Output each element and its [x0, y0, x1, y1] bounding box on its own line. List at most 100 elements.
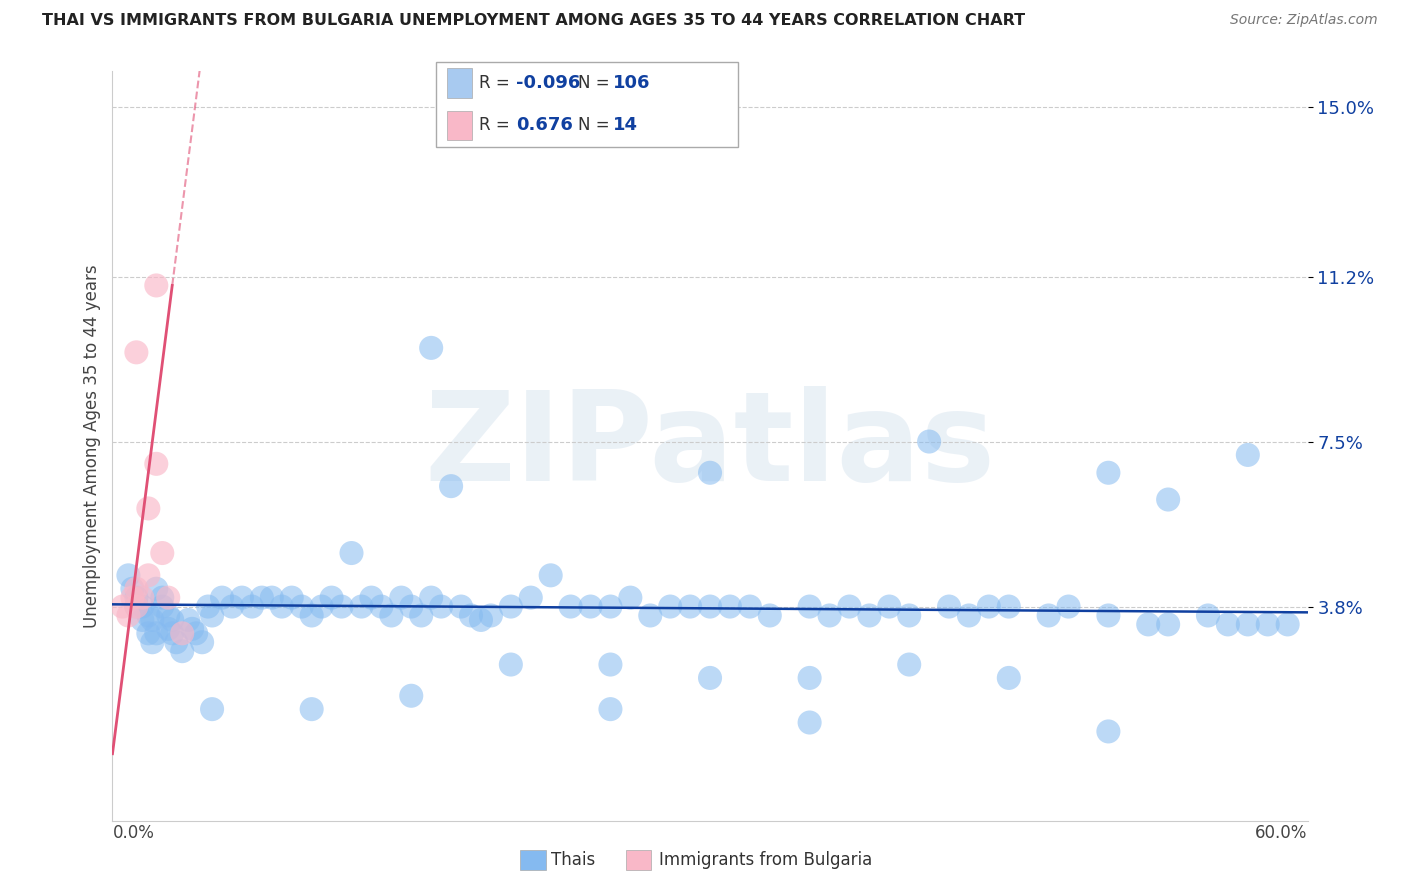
Point: [162, 613, 183, 627]
Point: [131, 599, 153, 614]
Point: [799, 599, 821, 614]
Point: [181, 622, 204, 636]
Point: [330, 599, 353, 614]
Point: [540, 568, 562, 582]
Point: [138, 568, 160, 582]
Point: [1097, 466, 1119, 480]
Point: [898, 608, 921, 623]
Point: [560, 599, 582, 614]
Point: [918, 434, 941, 449]
Point: [640, 608, 662, 623]
Point: [197, 599, 219, 614]
Point: [1237, 448, 1260, 462]
Point: [619, 591, 641, 605]
Point: [998, 671, 1021, 685]
Point: [221, 599, 243, 614]
Point: [117, 608, 139, 623]
Point: [520, 591, 543, 605]
Point: [389, 591, 412, 605]
Point: [799, 671, 821, 685]
Point: [957, 608, 980, 623]
Point: [599, 702, 621, 716]
Point: [401, 599, 423, 614]
Point: [125, 599, 148, 614]
Point: [659, 599, 682, 614]
Point: [145, 626, 167, 640]
Point: [460, 608, 482, 623]
Point: [201, 608, 224, 623]
Point: [699, 671, 721, 685]
Point: [420, 341, 443, 355]
Point: [145, 582, 167, 596]
Text: 0.676: 0.676: [516, 116, 572, 134]
Text: Thais: Thais: [551, 851, 595, 869]
Point: [998, 599, 1021, 614]
Point: [1197, 608, 1219, 623]
Point: [1216, 617, 1239, 632]
Text: N =: N =: [578, 116, 614, 134]
Point: [117, 568, 139, 582]
Point: [818, 608, 841, 623]
Point: [1038, 608, 1060, 623]
Point: [191, 635, 214, 649]
Point: [499, 657, 522, 672]
Point: [201, 702, 224, 716]
Point: [172, 644, 194, 658]
Point: [898, 657, 921, 672]
Point: [162, 626, 183, 640]
Point: [121, 591, 143, 605]
Text: 60.0%: 60.0%: [1256, 824, 1308, 842]
Point: [138, 501, 160, 516]
Point: [121, 582, 143, 596]
Point: [186, 626, 208, 640]
Point: [301, 608, 323, 623]
Point: [401, 689, 423, 703]
Point: [131, 613, 153, 627]
Point: [125, 599, 148, 614]
Point: [799, 715, 821, 730]
Text: THAI VS IMMIGRANTS FROM BULGARIA UNEMPLOYMENT AMONG AGES 35 TO 44 YEARS CORRELAT: THAI VS IMMIGRANTS FROM BULGARIA UNEMPLO…: [42, 13, 1025, 29]
Point: [699, 466, 721, 480]
Text: 106: 106: [613, 73, 651, 92]
Text: 0.0%: 0.0%: [112, 824, 155, 842]
Point: [131, 591, 153, 605]
Point: [250, 591, 273, 605]
Point: [858, 608, 880, 623]
Text: Immigrants from Bulgaria: Immigrants from Bulgaria: [659, 851, 873, 869]
Text: -0.096: -0.096: [516, 73, 581, 92]
Text: R =: R =: [479, 116, 516, 134]
Point: [1057, 599, 1080, 614]
Point: [141, 635, 163, 649]
Point: [165, 635, 187, 649]
Point: [141, 613, 163, 627]
Point: [499, 599, 522, 614]
Point: [718, 599, 741, 614]
Point: [138, 608, 160, 623]
Point: [977, 599, 1000, 614]
Point: [145, 457, 167, 471]
Point: [138, 626, 160, 640]
Text: ZIPatlas: ZIPatlas: [425, 385, 995, 507]
Point: [270, 599, 292, 614]
Y-axis label: Unemployment Among Ages 35 to 44 years: Unemployment Among Ages 35 to 44 years: [83, 264, 101, 628]
Point: [440, 479, 463, 493]
Point: [145, 278, 167, 293]
Point: [479, 608, 502, 623]
Point: [938, 599, 960, 614]
Point: [370, 599, 392, 614]
Point: [260, 591, 283, 605]
Point: [360, 591, 382, 605]
Point: [380, 608, 402, 623]
Point: [125, 582, 148, 596]
Point: [411, 608, 433, 623]
Point: [150, 546, 173, 560]
Point: [599, 599, 621, 614]
Point: [1097, 724, 1119, 739]
Text: R =: R =: [479, 73, 516, 92]
Point: [579, 599, 602, 614]
Point: [879, 599, 901, 614]
Point: [470, 613, 492, 627]
Point: [311, 599, 333, 614]
Point: [157, 608, 180, 623]
Point: [321, 591, 343, 605]
